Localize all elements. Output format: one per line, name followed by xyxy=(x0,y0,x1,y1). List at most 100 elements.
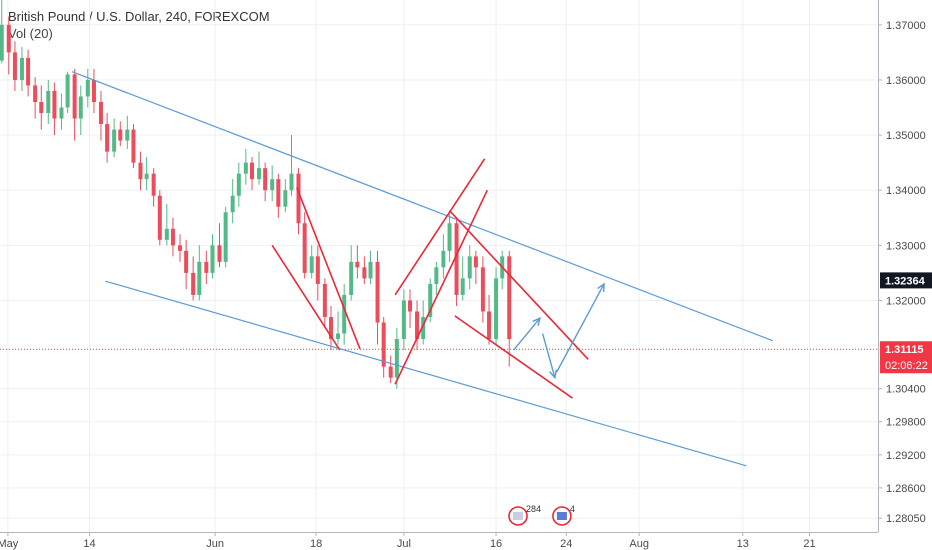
price-tick-label: 1.28600 xyxy=(886,483,926,495)
candle-body xyxy=(125,129,130,141)
candle-body xyxy=(6,24,11,53)
candle-body xyxy=(487,311,492,340)
candle-body xyxy=(276,179,281,207)
candle-body xyxy=(210,245,215,273)
arrow-shaft xyxy=(513,317,541,351)
candle-body xyxy=(263,168,268,191)
candle xyxy=(19,46,24,91)
candle-body xyxy=(454,223,459,295)
candle xyxy=(355,245,360,279)
price-tick-label: 1.32000 xyxy=(886,295,926,307)
pattern-line xyxy=(271,244,341,351)
candle-body xyxy=(257,168,262,180)
candle-body xyxy=(283,190,288,207)
candle-body xyxy=(118,129,123,141)
candle xyxy=(46,79,51,125)
candle xyxy=(460,256,465,301)
candle xyxy=(243,148,248,185)
candle xyxy=(454,217,459,306)
candle xyxy=(204,250,209,284)
candle-body xyxy=(12,52,17,80)
event-badge-count: 4 xyxy=(570,504,575,514)
candle-body xyxy=(144,173,149,180)
time-tick-label: 13 xyxy=(737,538,749,550)
candle-body xyxy=(408,300,413,312)
candle xyxy=(270,165,275,202)
candle xyxy=(72,68,77,141)
candle-body xyxy=(19,57,24,80)
candle xyxy=(289,135,294,196)
candle xyxy=(65,71,70,114)
candle xyxy=(302,212,307,279)
indicator-label: Vol (20) xyxy=(8,26,53,41)
candle xyxy=(408,289,413,329)
symbol-title: British Pound / U.S. Dollar, 240, FOREXC… xyxy=(8,9,270,24)
candle xyxy=(249,157,254,191)
candle-body xyxy=(223,212,228,262)
candle-body xyxy=(362,267,367,279)
candle xyxy=(309,245,314,279)
candle-body xyxy=(336,333,341,340)
pattern-line xyxy=(394,158,486,296)
candle-body xyxy=(164,228,169,240)
candle-body xyxy=(39,101,44,114)
price-tick-label: 1.28050 xyxy=(886,513,926,525)
candle xyxy=(6,16,11,75)
channel-line-upper xyxy=(71,71,773,342)
candle xyxy=(322,278,327,329)
candle-body xyxy=(230,195,235,213)
candle xyxy=(263,162,268,202)
pattern-line xyxy=(454,315,573,399)
arrow-head xyxy=(532,316,541,327)
candle-body xyxy=(494,278,499,340)
candle-body xyxy=(415,311,420,340)
price-tick-label: 1.33000 xyxy=(886,240,926,252)
candle-body xyxy=(59,107,64,119)
candle xyxy=(349,245,354,301)
candle xyxy=(487,294,492,345)
candle-body xyxy=(401,300,406,340)
candle-body xyxy=(315,256,320,284)
price-tick-label: 1.35000 xyxy=(886,130,926,142)
candle-body xyxy=(289,173,294,191)
projection-arrow xyxy=(541,333,558,380)
candle xyxy=(500,250,505,290)
candle xyxy=(375,250,380,345)
candle xyxy=(26,49,31,97)
chart-legend: British Pound / U.S. Dollar, 240, FOREXC… xyxy=(8,8,270,42)
candle xyxy=(342,283,347,345)
candle xyxy=(421,300,426,345)
candle-body xyxy=(375,261,380,323)
candle xyxy=(112,118,117,158)
candle xyxy=(78,85,83,136)
candle-body xyxy=(177,245,182,251)
candle-body xyxy=(151,173,156,196)
projection-arrow xyxy=(556,282,605,373)
candle-body xyxy=(394,339,399,378)
time-tick-label: 24 xyxy=(560,538,572,550)
candle xyxy=(257,151,262,185)
candle-body xyxy=(72,74,77,119)
candle xyxy=(52,82,57,136)
candle-body xyxy=(270,179,275,191)
candle xyxy=(368,250,373,284)
candle xyxy=(105,113,110,163)
candle-body xyxy=(507,256,512,340)
candle-body xyxy=(309,256,314,273)
flag-icon xyxy=(513,512,524,520)
candle xyxy=(33,77,38,119)
candle xyxy=(223,206,228,268)
candle-body xyxy=(460,278,465,295)
candle-body xyxy=(473,256,478,268)
projection-arrow xyxy=(513,316,541,351)
time-tick-label: 16 xyxy=(490,538,502,550)
candle xyxy=(428,278,433,323)
candle xyxy=(507,250,512,367)
candle xyxy=(236,162,241,207)
candle xyxy=(441,234,446,279)
candle-body xyxy=(217,245,222,262)
candle xyxy=(415,300,420,351)
candle xyxy=(118,121,123,147)
